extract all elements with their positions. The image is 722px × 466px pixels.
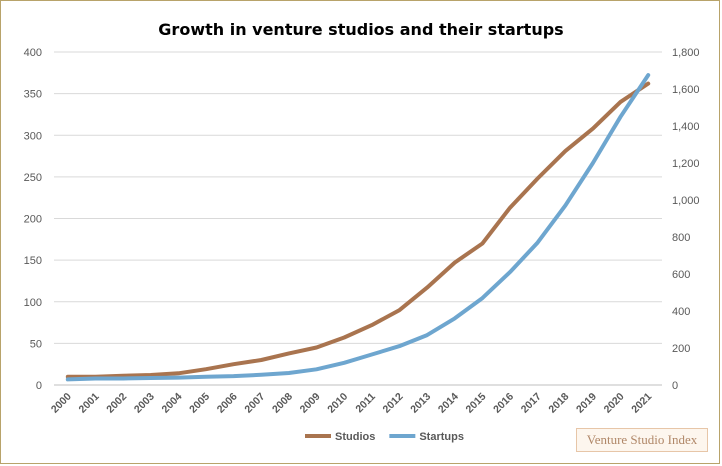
left-tick-label: 100 xyxy=(24,297,42,309)
x-tick-label: 2018 xyxy=(546,391,571,416)
x-tick-label: 2015 xyxy=(463,391,488,416)
x-tick-label: 2019 xyxy=(574,391,599,416)
chart-title: Growth in venture studios and their star… xyxy=(158,20,564,39)
x-tick-label: 2020 xyxy=(602,391,627,416)
x-axis-ticks: 2000 2001 2002 2003 2004 2005 2006 2007 2008 2009… xyxy=(49,391,654,416)
right-tick-label: 1,600 xyxy=(672,84,700,96)
right-tick-label: 1,800 xyxy=(672,47,700,59)
x-tick-label: 2008 xyxy=(270,391,295,416)
x-tick-label: 2000 xyxy=(49,391,74,416)
left-tick-label: 250 xyxy=(24,172,42,184)
series-lines xyxy=(65,73,651,382)
x-tick-label: 2001 xyxy=(77,391,102,416)
x-tick-label: 2014 xyxy=(436,391,461,416)
x-tick-label: 2011 xyxy=(353,391,378,416)
x-tick-label: 2006 xyxy=(215,391,240,416)
right-tick-label: 0 xyxy=(672,380,678,392)
x-tick-label: 2012 xyxy=(381,391,406,416)
x-tick-label: 2013 xyxy=(408,391,433,416)
right-axis-ticks: 0 200 400 600 800 1,000 1,200 1,400 1,600 1,800 xyxy=(672,47,700,392)
right-tick-label: 1,200 xyxy=(672,158,700,170)
x-tick-label: 2010 xyxy=(325,391,350,416)
x-tick-label: 2007 xyxy=(242,391,267,416)
x-tick-label: 2016 xyxy=(491,391,516,416)
right-tick-label: 400 xyxy=(672,306,690,318)
legend: Studios Startups xyxy=(305,431,464,443)
right-tick-label: 600 xyxy=(672,269,690,281)
legend-label-startups: Startups xyxy=(419,431,464,443)
left-tick-label: 300 xyxy=(24,130,42,142)
right-tick-label: 1,000 xyxy=(672,195,700,207)
left-tick-label: 50 xyxy=(30,338,42,350)
left-tick-label: 200 xyxy=(24,214,42,226)
x-tick-label: 2002 xyxy=(104,391,129,416)
x-tick-label: 2021 xyxy=(629,391,654,416)
x-tick-label: 2003 xyxy=(132,391,157,416)
series-line-startups xyxy=(65,73,651,382)
left-tick-label: 350 xyxy=(24,89,42,101)
x-tick-label: 2005 xyxy=(187,391,212,416)
gridlines xyxy=(54,51,662,386)
right-tick-label: 1,400 xyxy=(672,121,700,133)
left-axis-ticks: 0 50 100 150 200 250 300 350 400 xyxy=(24,47,42,392)
series-line-studios xyxy=(65,81,651,379)
x-tick-label: 2004 xyxy=(159,391,184,416)
right-tick-label: 800 xyxy=(672,232,690,244)
watermark-label: Venture Studio Index xyxy=(576,428,708,452)
x-tick-label: 2017 xyxy=(519,391,544,416)
left-tick-label: 400 xyxy=(24,47,42,59)
left-tick-label: 0 xyxy=(36,380,42,392)
right-tick-label: 200 xyxy=(672,343,690,355)
x-tick-label: 2009 xyxy=(298,391,323,416)
legend-label-studios: Studios xyxy=(335,431,375,443)
left-tick-label: 150 xyxy=(24,255,42,267)
